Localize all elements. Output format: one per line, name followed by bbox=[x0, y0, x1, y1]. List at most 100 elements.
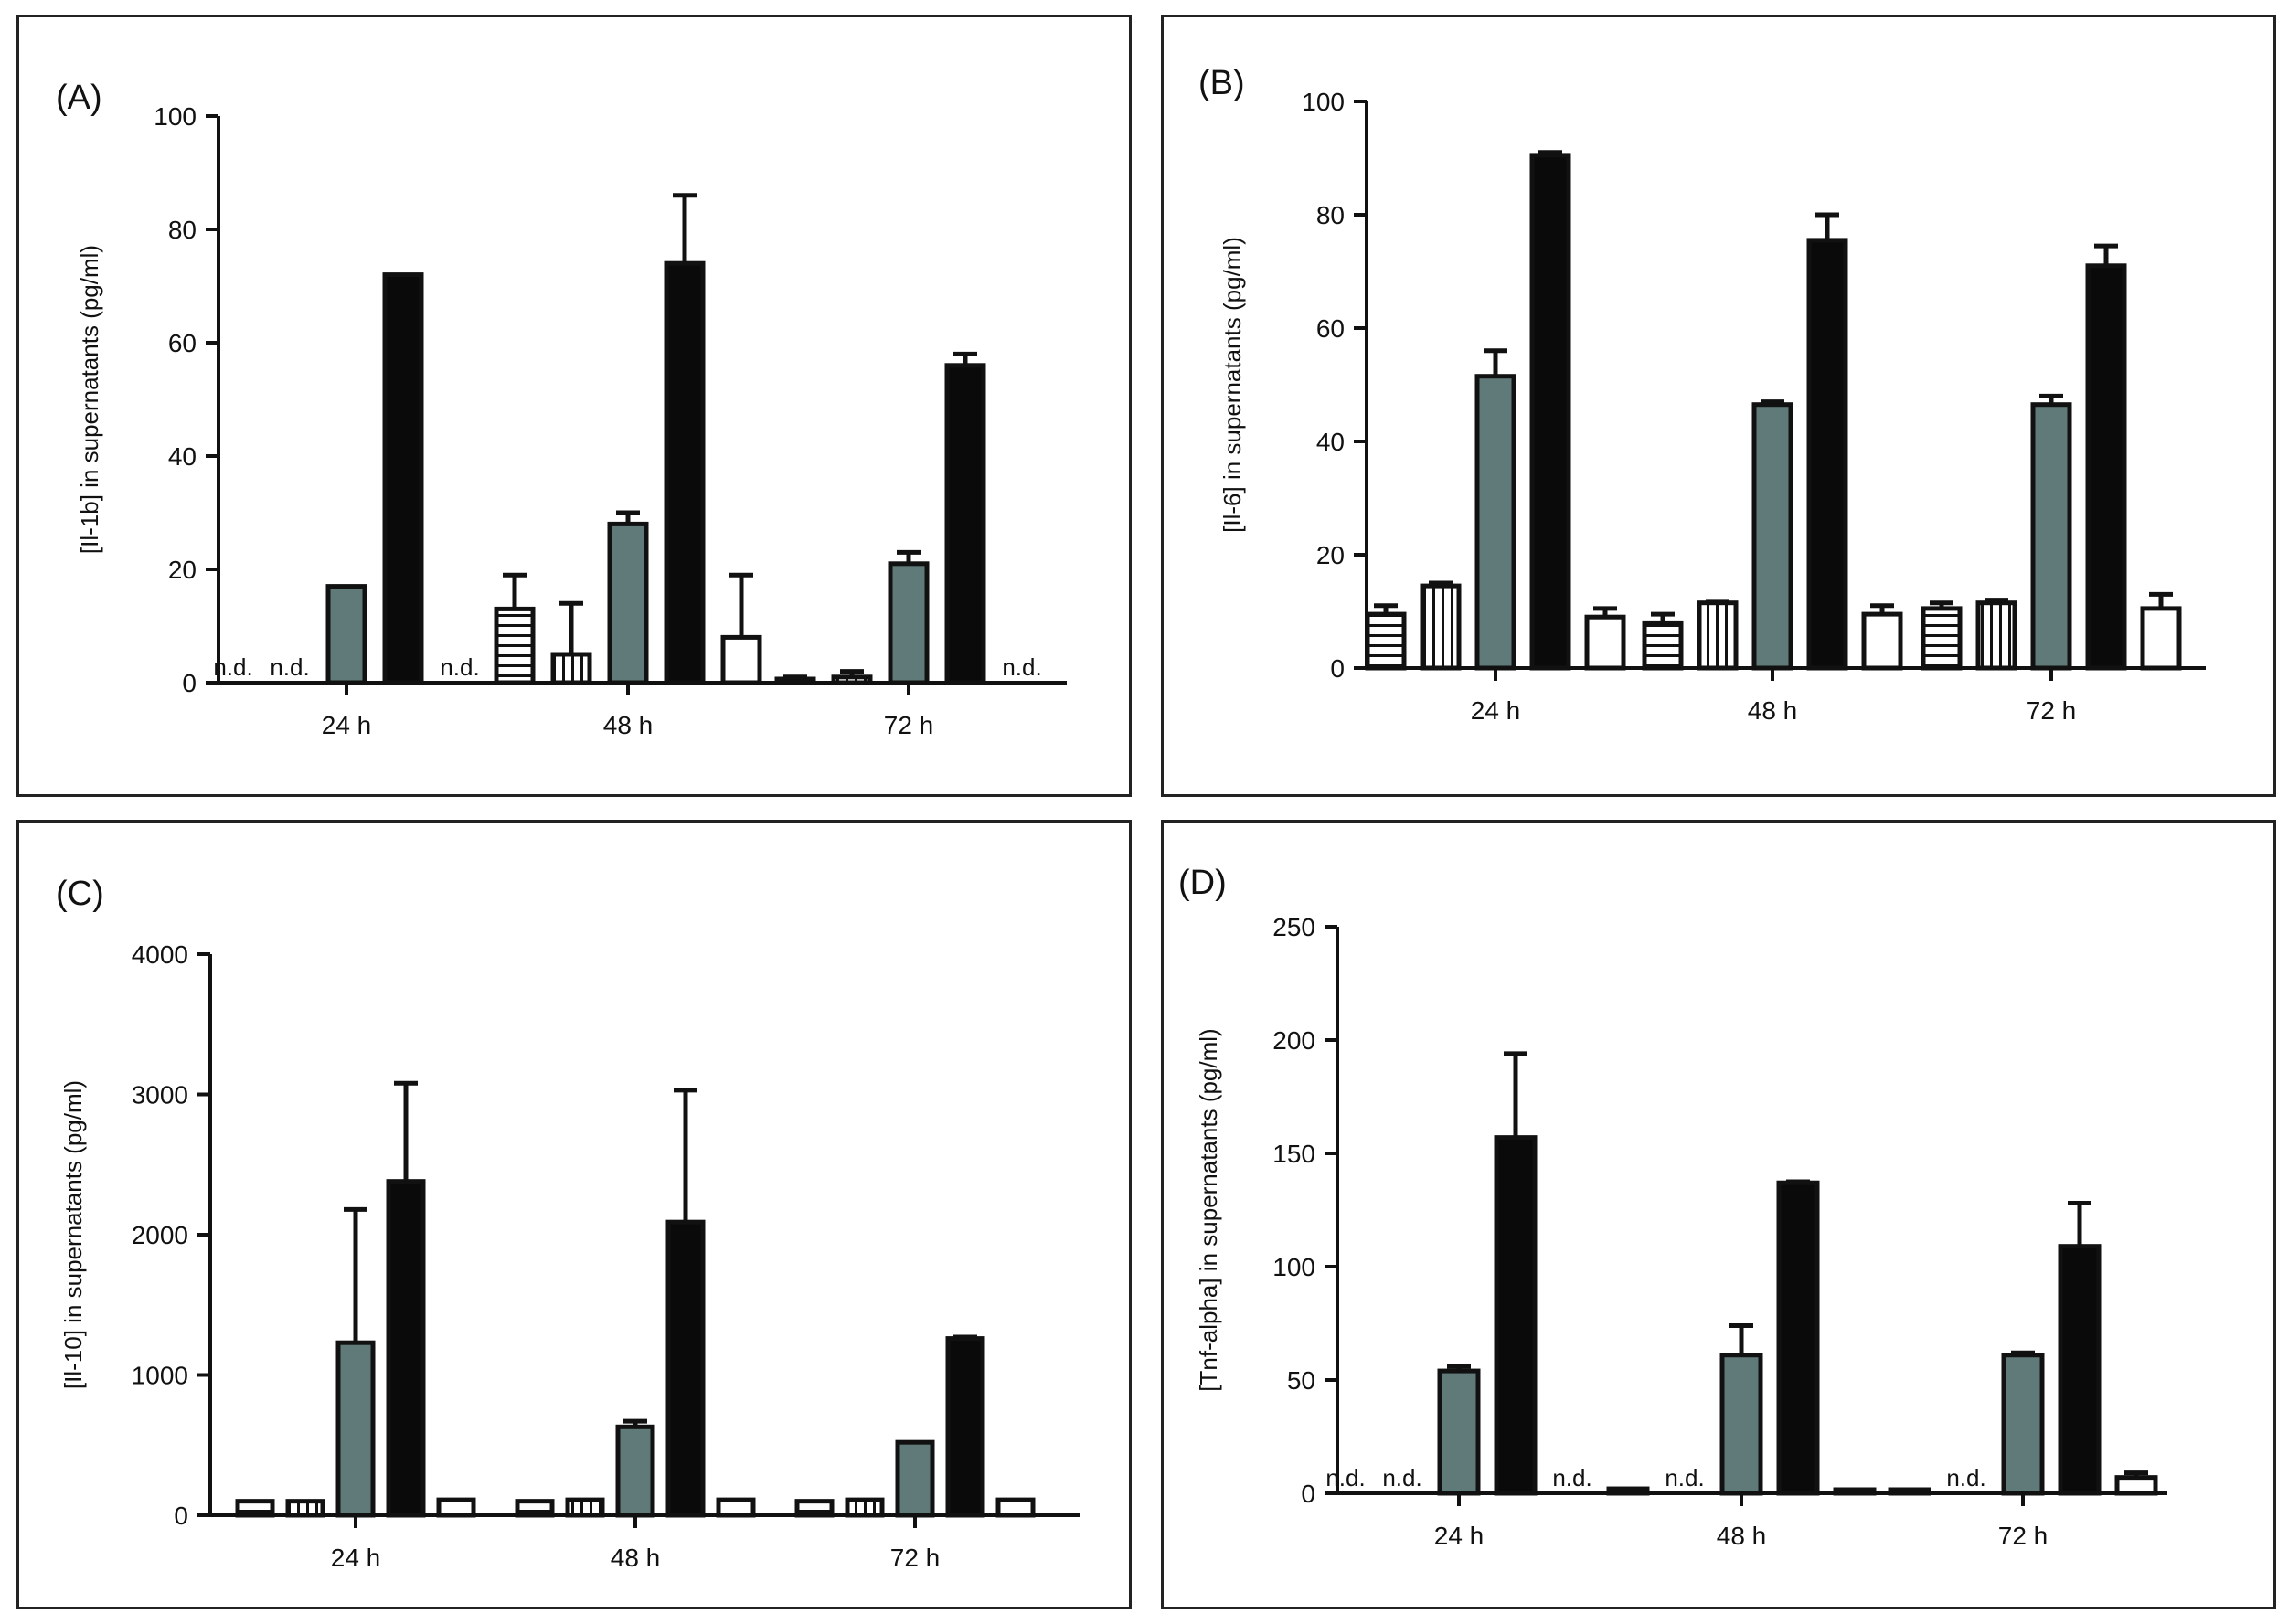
bar-series-4-0 bbox=[386, 1179, 426, 1518]
bar-series-1-0 bbox=[1365, 611, 1407, 671]
chart-panel-c: (C) [Il-10] in supernatants (pg/ml) 0 1000 2… bbox=[16, 820, 1132, 1609]
panel-label: (B) bbox=[1198, 64, 1245, 102]
y-tick-label: 1000 bbox=[132, 1362, 188, 1390]
bar-series-2-1 bbox=[550, 652, 592, 685]
x-tick-label: 72 h bbox=[1998, 1522, 2049, 1550]
nd-label-series-5-0: n.d. bbox=[440, 653, 479, 681]
bar-series-3-0 bbox=[335, 1340, 376, 1518]
y-axis-title: [Il-10] in supernatants (pg/ml) bbox=[59, 1080, 87, 1389]
nd-label-series-1-0: n.d. bbox=[213, 653, 252, 681]
bar-series-4-0 bbox=[1529, 153, 1571, 671]
chart-panel-a: (A) [Il-1b] in supernatants (pg/ml) 0 20 40 6… bbox=[16, 15, 1132, 797]
x-tick-label: 24 h bbox=[322, 711, 372, 739]
bar-series-1-0 bbox=[235, 1499, 275, 1518]
x-tick-label: 48 h bbox=[611, 1544, 661, 1572]
bar-series-2-2 bbox=[831, 674, 873, 685]
chart-panel-b: (B) [Il-6] in supernatants (pg/ml) 0 20 40 60… bbox=[1161, 15, 2276, 797]
bar-series-4-1 bbox=[1776, 1180, 1820, 1496]
y-tick-label: 80 bbox=[168, 216, 197, 244]
x-tick-label: 24 h bbox=[1471, 696, 1521, 725]
y-tick-label: 0 bbox=[174, 1502, 188, 1530]
bar-series-4-2 bbox=[944, 363, 986, 685]
bar-series-3-1 bbox=[607, 521, 649, 685]
bar-series-2-2 bbox=[845, 1497, 885, 1518]
y-tick-label: 40 bbox=[168, 442, 197, 471]
chart-a-svg: (A) [Il-1b] in supernatants (pg/ml) 0 20 40 6… bbox=[56, 79, 1067, 739]
bar-series-2-2 bbox=[1975, 600, 2017, 671]
bar-series-3-0 bbox=[1437, 1368, 1481, 1496]
bar-series-4-2 bbox=[945, 1336, 985, 1518]
bar-series-3-2 bbox=[2001, 1353, 2045, 1496]
bar-series-4-2 bbox=[2058, 1244, 2102, 1496]
x-tick-label: 48 h bbox=[1717, 1522, 1767, 1550]
x-tick-label: 24 h bbox=[331, 1544, 381, 1572]
bar-series-5-2 bbox=[995, 1497, 1036, 1518]
y-tick-label: 3000 bbox=[132, 1081, 188, 1109]
panel-label: (D) bbox=[1178, 864, 1227, 902]
bar-series-4-0 bbox=[382, 272, 424, 685]
y-tick-label: 20 bbox=[1316, 541, 1345, 569]
x-tick-label: 48 h bbox=[1748, 696, 1798, 725]
bar-series-1-2 bbox=[794, 1499, 835, 1518]
bar-series-5-1 bbox=[720, 634, 762, 685]
bar-series-4-1 bbox=[665, 1219, 706, 1518]
bar-series-3-1 bbox=[1719, 1353, 1763, 1496]
nd-label-series-1-0: n.d. bbox=[1325, 1464, 1365, 1491]
bar-series-1-1 bbox=[494, 606, 536, 685]
y-tick-label: 4000 bbox=[132, 940, 188, 969]
nd-label-series-2-1: n.d. bbox=[1665, 1464, 1704, 1491]
y-tick-label: 40 bbox=[1316, 428, 1345, 456]
x-tick-label: 72 h bbox=[2027, 696, 2077, 725]
chart-c-svg: (C) [Il-10] in supernatants (pg/ml) 0 1000 2… bbox=[56, 875, 1080, 1572]
y-tick-label: 0 bbox=[182, 669, 197, 697]
bar-series-3-1 bbox=[615, 1424, 655, 1518]
panel-label: (C) bbox=[56, 875, 104, 913]
x-tick-label: 48 h bbox=[603, 711, 654, 739]
y-tick-label: 60 bbox=[1316, 314, 1345, 343]
y-tick-label: 50 bbox=[1287, 1366, 1315, 1395]
y-tick-label: 0 bbox=[1301, 1480, 1315, 1508]
y-axis-title: [Tnf-alpha] in supernatants (pg/ml) bbox=[1195, 1028, 1222, 1391]
bar-series-3-2 bbox=[2030, 402, 2072, 671]
bar-series-3-1 bbox=[1751, 402, 1793, 671]
nd-label-series-2-0: n.d. bbox=[270, 653, 309, 681]
bar-series-3-2 bbox=[888, 561, 930, 685]
bar-series-5-2 bbox=[2114, 1475, 2158, 1496]
bar-series-4-1 bbox=[1806, 238, 1848, 671]
bar-series-5-1 bbox=[1861, 611, 1903, 671]
y-tick-label: 80 bbox=[1316, 201, 1345, 229]
bar-series-3-0 bbox=[325, 584, 367, 685]
bar-series-4-0 bbox=[1494, 1135, 1538, 1496]
x-tick-label: 72 h bbox=[884, 711, 934, 739]
chart-panel-d: (D) [Tnf-alpha] in supernatants (pg/ml) 0 5… bbox=[1161, 820, 2276, 1609]
bar-series-5-0 bbox=[436, 1497, 476, 1518]
y-tick-label: 2000 bbox=[132, 1221, 188, 1249]
y-tick-label: 0 bbox=[1330, 654, 1345, 683]
bar-series-1-2 bbox=[1888, 1487, 1931, 1496]
bar-series-1-1 bbox=[1606, 1486, 1650, 1496]
y-tick-label: 100 bbox=[1302, 88, 1345, 116]
bar-series-2-1 bbox=[565, 1497, 605, 1518]
bar-series-5-0 bbox=[1584, 614, 1626, 671]
nd-label-series-5-0: n.d. bbox=[1552, 1464, 1591, 1491]
bar-series-2-1 bbox=[1697, 600, 1739, 671]
chart-b-svg: (B) [Il-6] in supernatants (pg/ml) 0 20 40 60… bbox=[1198, 64, 2206, 725]
bar-series-3-2 bbox=[895, 1439, 935, 1518]
bar-series-1-2 bbox=[1921, 606, 1963, 671]
y-tick-label: 60 bbox=[168, 329, 197, 357]
bar-series-5-1 bbox=[716, 1497, 756, 1518]
y-axis-title: [Il-1b] in supernatants (pg/ml) bbox=[76, 245, 103, 554]
x-tick-label: 24 h bbox=[1434, 1522, 1485, 1550]
bar-series-5-1 bbox=[1833, 1487, 1877, 1496]
y-tick-label: 150 bbox=[1272, 1140, 1315, 1168]
bar-series-2-0 bbox=[1420, 583, 1462, 671]
nd-label-series-2-2: n.d. bbox=[1946, 1464, 1985, 1491]
bar-series-2-0 bbox=[285, 1499, 325, 1518]
chart-d-svg: (D) [Tnf-alpha] in supernatants (pg/ml) 0 5… bbox=[1178, 864, 2167, 1550]
bar-series-1-1 bbox=[1642, 620, 1684, 671]
x-tick-label: 72 h bbox=[890, 1544, 941, 1572]
y-tick-label: 200 bbox=[1272, 1026, 1315, 1055]
panel-label: (A) bbox=[56, 79, 102, 117]
bar-series-5-2 bbox=[2140, 606, 2182, 671]
bar-series-3-0 bbox=[1474, 374, 1516, 671]
